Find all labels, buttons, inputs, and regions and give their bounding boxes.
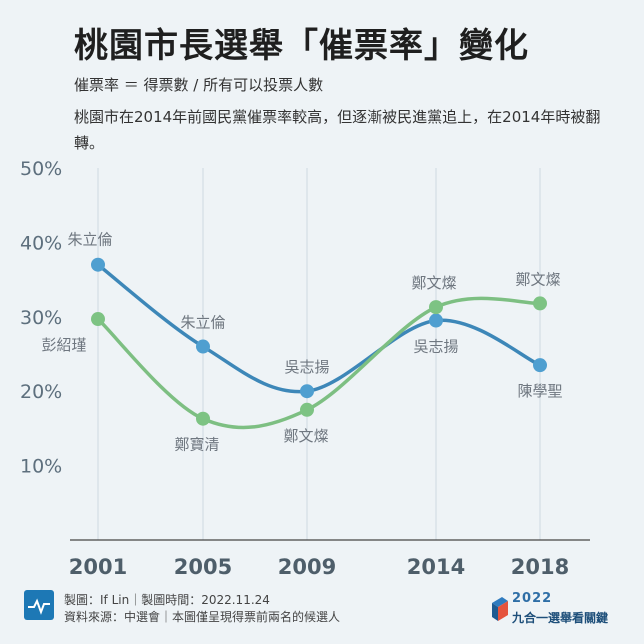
data-point (533, 296, 547, 311)
data-point (91, 312, 105, 327)
data-point (429, 313, 443, 328)
y-tick-label: 30% (20, 307, 62, 329)
brand-name: 九合一選舉看關鍵 (512, 611, 609, 625)
y-tick-label: 50% (20, 158, 62, 180)
y-tick-label: 20% (20, 381, 62, 403)
data-label: 朱立倫 (180, 314, 225, 332)
data-label: 鄭文燦 (411, 274, 456, 292)
data-label: 彭紹瑾 (41, 336, 86, 354)
x-tick-label: 2001 (69, 555, 127, 579)
data-point (300, 402, 314, 417)
data-point (196, 411, 210, 426)
source-text: 資料來源：中選會｜本圖僅呈現得票前兩名的候選人 (64, 610, 341, 624)
data-label: 陳學聖 (517, 382, 562, 400)
data-point (91, 257, 105, 272)
credit-text: 製圖：If Lin｜製圖時間：2022.11.24 (64, 593, 270, 607)
chart-title: 桃園市長選舉「催票率」變化 (74, 26, 529, 66)
data-label: 吳志揚 (413, 338, 458, 356)
formula-text: 催票率 ＝ 得票數 / 所有可以投票人數 (74, 76, 324, 94)
data-label: 吳志揚 (284, 358, 329, 376)
data-point (300, 384, 314, 399)
x-tick-label: 2009 (278, 555, 336, 579)
data-label: 鄭文燦 (515, 270, 560, 288)
data-point (533, 358, 547, 373)
data-label: 鄭文燦 (283, 427, 328, 445)
data-point (429, 300, 443, 315)
data-label: 鄭寶清 (174, 436, 219, 454)
x-tick-label: 2014 (407, 555, 465, 579)
ballot-box-icon (492, 597, 508, 621)
data-label: 朱立倫 (67, 231, 112, 249)
x-tick-label: 2018 (511, 555, 569, 579)
data-point (196, 339, 210, 354)
election-brand: 2022 九合一選舉看關鍵 (490, 591, 630, 631)
description-text: 桃園市在2014年前國民黨催票率較高，但逐漸被民進黨追上，在2014年時被翻轉。 (74, 108, 601, 152)
x-tick-label: 2005 (174, 555, 232, 579)
brand-year: 2022 (512, 591, 553, 606)
y-tick-label: 40% (20, 232, 62, 254)
pulse-logo-icon (24, 590, 54, 620)
y-tick-label: 10% (20, 456, 62, 478)
